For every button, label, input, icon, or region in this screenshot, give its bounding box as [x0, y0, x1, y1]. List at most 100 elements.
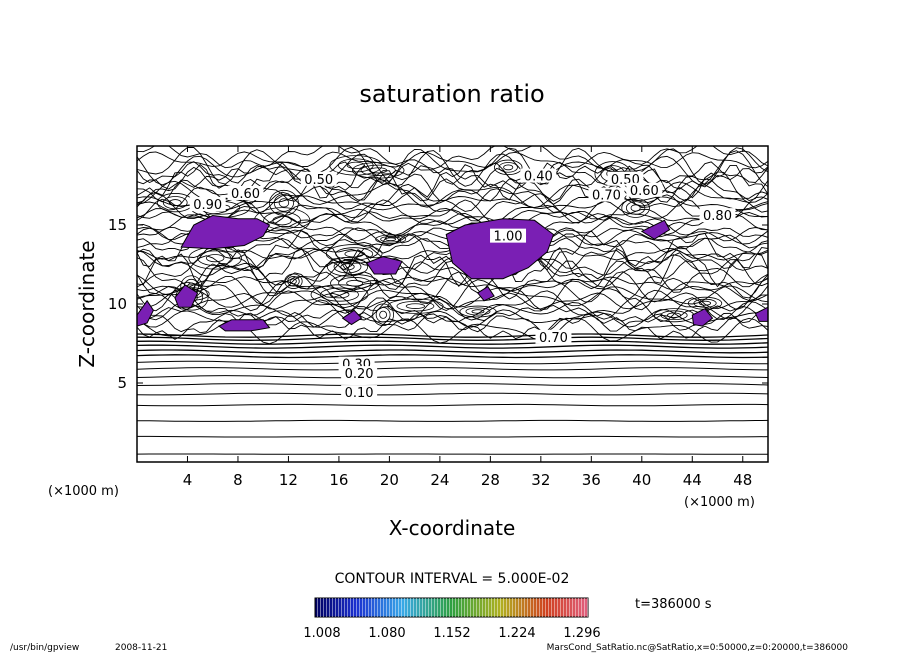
contour-eddy: [621, 198, 650, 218]
contour-line: [137, 277, 768, 312]
contour-eddy: [168, 199, 182, 207]
contour-eddy: [375, 307, 391, 323]
contour-line: [137, 207, 768, 224]
x-tick-label: 40: [632, 471, 651, 489]
contour-eddy: [162, 196, 188, 210]
contour-label-bg: [626, 182, 663, 197]
contour-eddy: [338, 277, 372, 290]
contour-label: 0.50: [304, 173, 333, 188]
contour-label-bg: [341, 366, 378, 381]
x-axis-ticks: 4 8 12 16 20 24 28 32 36 40 44 48: [183, 146, 752, 489]
contour-eddy: [344, 250, 364, 258]
contour-line: [137, 292, 768, 310]
y-axis-ticks: 5 10 15: [108, 216, 768, 392]
y-tick-label: 5: [117, 374, 127, 392]
shaded-region: [445, 218, 555, 280]
contour-eddy: [329, 290, 350, 299]
contour-label: 0.40: [524, 170, 553, 185]
contour-eddy: [405, 303, 426, 309]
contour-eddy: [660, 310, 688, 321]
contour-label-bg: [607, 171, 644, 186]
contour-label-bg: [300, 171, 337, 186]
contour-label: 0.90: [193, 198, 222, 213]
contour-eddy: [326, 257, 369, 277]
contour-label-bg: [189, 197, 226, 212]
shaded-region: [180, 214, 271, 250]
contour-eddy: [396, 300, 435, 312]
contour-label: 0.60: [231, 187, 260, 202]
contour-line: [137, 419, 768, 422]
contour-line: [137, 367, 768, 371]
contour-label: 0.60: [630, 184, 659, 199]
shaded-region: [341, 309, 363, 326]
colorbar-tick-label: 1.296: [563, 626, 600, 641]
contour-line: [137, 313, 768, 340]
x-axis-label: X-coordinate: [389, 516, 516, 540]
contour-label-bg: [227, 185, 264, 200]
shaded-region: [754, 306, 768, 322]
contour-eddy: [352, 162, 405, 179]
contour-eddy: [335, 247, 374, 261]
contour-line: [137, 271, 768, 306]
contour-line: [137, 349, 768, 354]
chart-title: saturation ratio: [359, 80, 544, 108]
x-tick-label: 36: [582, 471, 601, 489]
contour-eddy: [387, 298, 444, 314]
contour-eddy: [372, 303, 394, 327]
contour-eddy: [369, 167, 388, 174]
contour-eddy: [379, 310, 388, 319]
contour-line: [137, 195, 768, 211]
contour-eddy: [503, 164, 514, 171]
contour-labels: 0.50 0.40 0.500.600.700.900.600.801.000.70…: [189, 168, 736, 401]
contour-label: 0.20: [345, 367, 374, 382]
contour-label: 0.70: [592, 189, 621, 204]
contour-eddy: [699, 300, 712, 306]
contour-line: [137, 165, 768, 190]
shaded-region: [691, 308, 714, 327]
y-tick-label: 15: [108, 216, 127, 234]
contour-eddy: [338, 158, 374, 173]
contour-line: [137, 333, 768, 338]
contour-eddy: [273, 194, 294, 212]
contour-eddy: [290, 278, 297, 285]
x-tick-label: 44: [683, 471, 702, 489]
contour-eddy: [471, 309, 485, 314]
contour-eddy: [340, 263, 355, 271]
contour-eddy: [284, 273, 303, 289]
contour-eddy: [330, 274, 380, 293]
contour-label: 0.10: [345, 386, 374, 401]
contour-eddy: [385, 237, 397, 242]
contour-label: 0.80: [703, 209, 732, 224]
contour-label-bg: [520, 168, 557, 183]
colorbar-ticks: 1.008 1.080 1.152 1.224 1.296: [303, 626, 600, 641]
contour-line: [137, 336, 768, 341]
contour-line: [137, 360, 768, 365]
contour-eddy: [272, 215, 292, 226]
contour-eddy: [263, 211, 301, 230]
contour-line: [137, 340, 768, 345]
contour-label: 0.70: [539, 331, 568, 346]
x-tick-label: 20: [380, 471, 399, 489]
contour-eddy: [465, 307, 491, 316]
contour-eddy: [459, 305, 497, 318]
contour-eddy: [625, 201, 646, 215]
time-label: t=386000 s: [635, 597, 712, 612]
contour-eddy: [320, 287, 359, 302]
contour-line: [137, 375, 768, 379]
contour-eddy: [380, 236, 402, 243]
shaded-region: [640, 219, 671, 240]
x-unit-left: (×1000 m): [48, 484, 119, 499]
contour-line: [137, 146, 768, 170]
contour-label-bg: [699, 208, 736, 223]
x-tick-label: 8: [233, 471, 243, 489]
x-tick-label: 4: [183, 471, 193, 489]
contour-eddy: [329, 155, 383, 176]
contour-eddy: [205, 254, 225, 263]
colorbar-tick-label: 1.080: [368, 626, 405, 641]
footer-date: 2008-11-21: [115, 643, 167, 653]
colorbar-tick-label: 1.008: [303, 626, 340, 641]
contour-label: 1.00: [494, 230, 523, 245]
contour-eddy: [287, 276, 300, 287]
contour-line: [137, 198, 768, 224]
x-tick-label: 24: [430, 471, 449, 489]
